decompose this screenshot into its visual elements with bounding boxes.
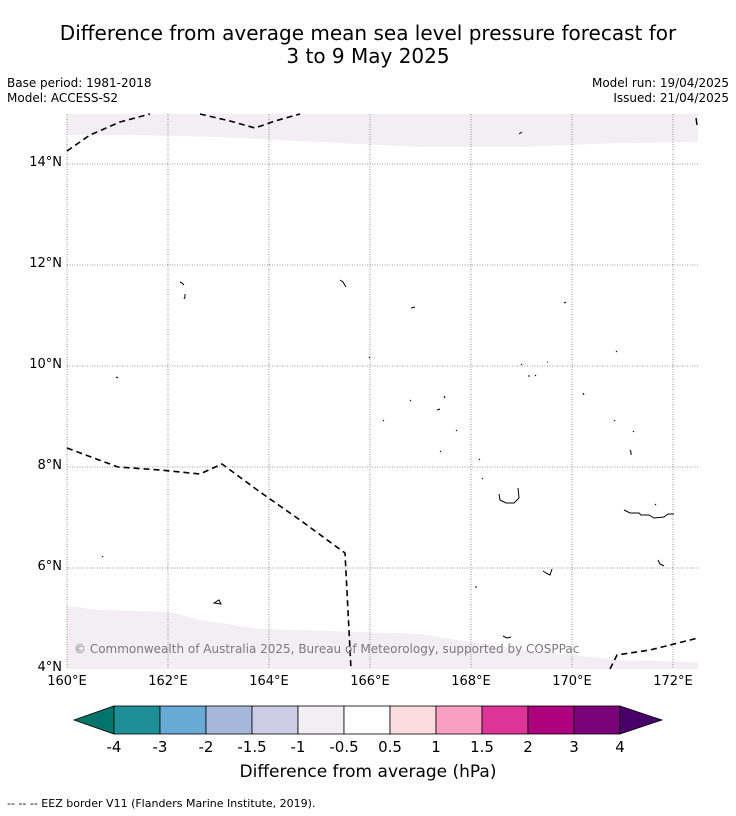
eez-legend: -- -- -- EEZ border V11 (Flanders Marine… — [7, 797, 316, 810]
lat-label-6n: 6°N — [37, 559, 63, 574]
island — [183, 294, 186, 300]
eez-border-central — [66, 447, 352, 670]
lon-label-164e: 164°E — [249, 674, 289, 689]
lat-label-12n: 12°N — [29, 256, 62, 271]
island — [563, 301, 567, 304]
colorbar-block — [573, 705, 621, 735]
island — [179, 281, 185, 286]
colorbar-block — [527, 705, 575, 735]
island — [382, 419, 458, 453]
island — [339, 279, 347, 288]
lat-label-4n: 4°N — [37, 660, 63, 675]
pressure-anomaly-shade-south — [67, 606, 698, 669]
lat-label-8n: 8°N — [37, 458, 63, 473]
title-line-2: 3 to 9 May 2025 — [286, 44, 450, 68]
graticule — [66, 114, 698, 669]
atoll — [623, 509, 674, 519]
lon-label-170e: 170°E — [552, 674, 592, 689]
colorbar-tick-label: -1.5 — [237, 738, 267, 756]
island — [115, 376, 119, 379]
colorbar-title: Difference from average (hPa) — [239, 762, 497, 782]
map-background — [67, 114, 698, 669]
colorbar-block — [435, 705, 483, 735]
island — [654, 503, 657, 506]
colorbar-tick-label: -0.5 — [329, 738, 359, 756]
chart-title: Difference from average mean sea level p… — [0, 22, 736, 68]
meta-left: Base period: 1981-2018 Model: ACCESS-S2 — [7, 76, 152, 106]
lon-label-166e: 166°E — [350, 674, 390, 689]
colorbar-extend-high — [619, 705, 664, 735]
colorbar-extend-low — [72, 705, 115, 735]
eez-border-southeast — [609, 637, 699, 670]
colorbar-tick-label: -1 — [290, 738, 306, 756]
island — [613, 419, 635, 455]
model-name: Model: ACCESS-S2 — [7, 91, 119, 105]
island — [409, 395, 446, 411]
lat-label-10n: 10°N — [29, 357, 62, 372]
island — [478, 458, 484, 480]
island — [502, 635, 512, 639]
colorbar-tick-label: 1.5 — [470, 738, 494, 756]
island — [518, 131, 523, 135]
island — [542, 568, 553, 576]
colorbar — [72, 705, 664, 735]
base-period: Base period: 1981-2018 — [7, 76, 152, 90]
lon-label-160e: 160°E — [47, 674, 87, 689]
colorbar-tick-label: 0.5 — [378, 738, 402, 756]
copyright-text: © Commonwealth of Australia 2025, Bureau… — [74, 642, 579, 656]
island — [582, 392, 585, 396]
lon-label-172e: 172°E — [653, 674, 693, 689]
colorbar-block — [389, 705, 437, 735]
colorbar-block — [159, 705, 207, 735]
colorbar-tick-label: 4 — [615, 738, 625, 756]
colorbar-block — [481, 705, 529, 735]
eez-border-fragment — [695, 117, 698, 126]
colorbar-tick-label: -3 — [152, 738, 168, 756]
island — [101, 555, 104, 558]
island — [615, 350, 618, 353]
islands — [101, 131, 674, 639]
colorbar-block — [343, 705, 391, 735]
issued-date: Issued: 21/04/2025 — [613, 91, 729, 105]
colorbar-block — [205, 705, 253, 735]
lat-label-14n: 14°N — [29, 155, 62, 170]
island — [657, 559, 665, 567]
pressure-anomaly-shade-north — [67, 114, 698, 147]
lon-label-162e: 162°E — [148, 674, 188, 689]
eez-border-north — [66, 113, 301, 152]
lon-label-168e: 168°E — [451, 674, 491, 689]
model-run: Model run: 19/04/2025 — [591, 76, 729, 90]
colorbar-block — [297, 705, 345, 735]
colorbar-block — [251, 705, 299, 735]
colorbar-tick-label: 1 — [431, 738, 441, 756]
colorbar-tick-label: 2 — [523, 738, 533, 756]
title-line-1: Difference from average mean sea level p… — [59, 21, 677, 45]
atoll — [498, 487, 520, 504]
island — [212, 599, 222, 605]
colorbar-tick-label: -2 — [198, 738, 214, 756]
eez-borders — [66, 113, 699, 670]
island — [520, 361, 548, 377]
colorbar-block — [113, 705, 161, 735]
island — [368, 356, 371, 359]
colorbar-tick-label: 3 — [569, 738, 579, 756]
island — [410, 306, 416, 309]
colorbar-tick-label: -4 — [106, 738, 122, 756]
meta-right: Model run: 19/04/2025 Issued: 21/04/2025 — [592, 76, 729, 106]
